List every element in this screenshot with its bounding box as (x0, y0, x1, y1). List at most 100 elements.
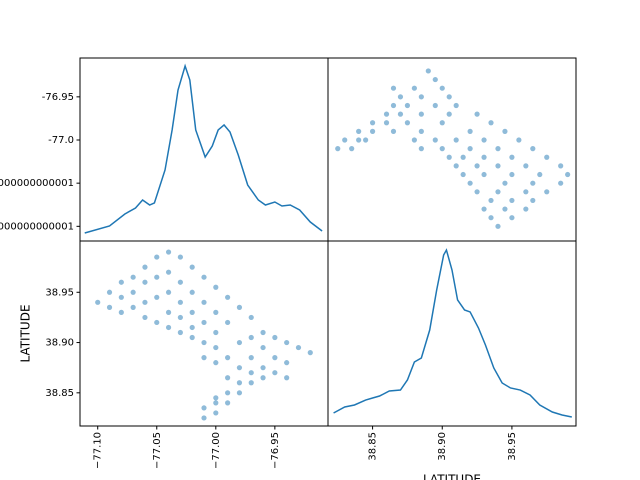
point (284, 339, 290, 346)
point (523, 163, 529, 169)
point (446, 94, 452, 100)
point (130, 289, 136, 295)
y-axis-label: LATITUDE (19, 304, 33, 362)
point (390, 85, 397, 91)
y-tick-label: -77.10000000000001 (0, 221, 74, 232)
point (418, 146, 424, 152)
point (349, 146, 355, 152)
point (523, 206, 529, 212)
point (284, 360, 290, 366)
y-tick-label: 38.90 (45, 338, 74, 349)
point (201, 405, 207, 411)
point (165, 249, 172, 255)
point (453, 163, 459, 169)
point (356, 137, 362, 143)
point (177, 314, 183, 321)
point (236, 339, 243, 346)
point (418, 128, 424, 134)
x-tick-label: −77.05 (152, 432, 163, 469)
point (201, 299, 207, 305)
frame (79, 240, 329, 427)
point (495, 223, 501, 229)
point (481, 206, 487, 212)
point (439, 120, 445, 126)
point (488, 215, 494, 221)
point (453, 137, 459, 143)
point (236, 390, 243, 396)
point (307, 350, 313, 356)
point (248, 314, 254, 321)
point (509, 171, 515, 178)
point (165, 289, 172, 295)
point (523, 189, 529, 195)
point (225, 355, 231, 361)
point (236, 380, 243, 386)
point (201, 319, 207, 326)
point (404, 120, 411, 126)
point (530, 146, 536, 152)
point (397, 94, 404, 100)
point (369, 128, 376, 134)
point (446, 154, 452, 160)
point (439, 146, 445, 152)
point (509, 154, 515, 160)
point (118, 279, 124, 285)
density-line (333, 248, 572, 418)
point (439, 85, 445, 91)
point (248, 370, 254, 376)
point (236, 365, 243, 371)
point (260, 344, 266, 351)
point (432, 137, 438, 143)
panel (333, 248, 572, 418)
point (130, 304, 136, 310)
point (142, 264, 148, 270)
point (177, 299, 183, 305)
point (460, 171, 466, 178)
point (474, 189, 480, 195)
point (446, 111, 452, 117)
point (154, 319, 160, 326)
x-tick-label: −76.95 (270, 432, 281, 469)
point (565, 171, 571, 178)
point (130, 274, 136, 280)
point (189, 264, 195, 270)
point (453, 102, 459, 109)
point (558, 180, 564, 186)
point (474, 163, 480, 169)
point (165, 309, 172, 315)
point (213, 395, 219, 401)
point (369, 120, 376, 126)
frame (79, 57, 329, 242)
density-line (84, 63, 323, 234)
point (236, 304, 243, 310)
y-tick-label: -77.05000000000001 (0, 178, 74, 189)
point (165, 269, 172, 275)
point (516, 137, 522, 143)
point (225, 319, 231, 326)
point (467, 180, 473, 186)
point (335, 146, 341, 152)
point (502, 180, 508, 186)
point (248, 334, 254, 341)
point (154, 254, 160, 260)
point (488, 197, 494, 204)
panel (84, 63, 323, 234)
point (177, 279, 183, 285)
point (383, 120, 390, 126)
point (495, 189, 501, 195)
point (467, 146, 473, 152)
x-tick-label: 38.95 (507, 432, 518, 461)
y-tick-label: 38.85 (45, 388, 74, 399)
x-tick-label: 38.85 (368, 432, 379, 461)
point (488, 120, 494, 126)
point (558, 163, 564, 169)
point (213, 344, 219, 351)
point (142, 279, 148, 285)
point (481, 137, 487, 143)
x-tick-label: −77.00 (211, 432, 222, 469)
point (411, 137, 417, 143)
point (356, 128, 362, 134)
point (201, 274, 207, 280)
point (502, 206, 508, 212)
point (272, 355, 278, 361)
